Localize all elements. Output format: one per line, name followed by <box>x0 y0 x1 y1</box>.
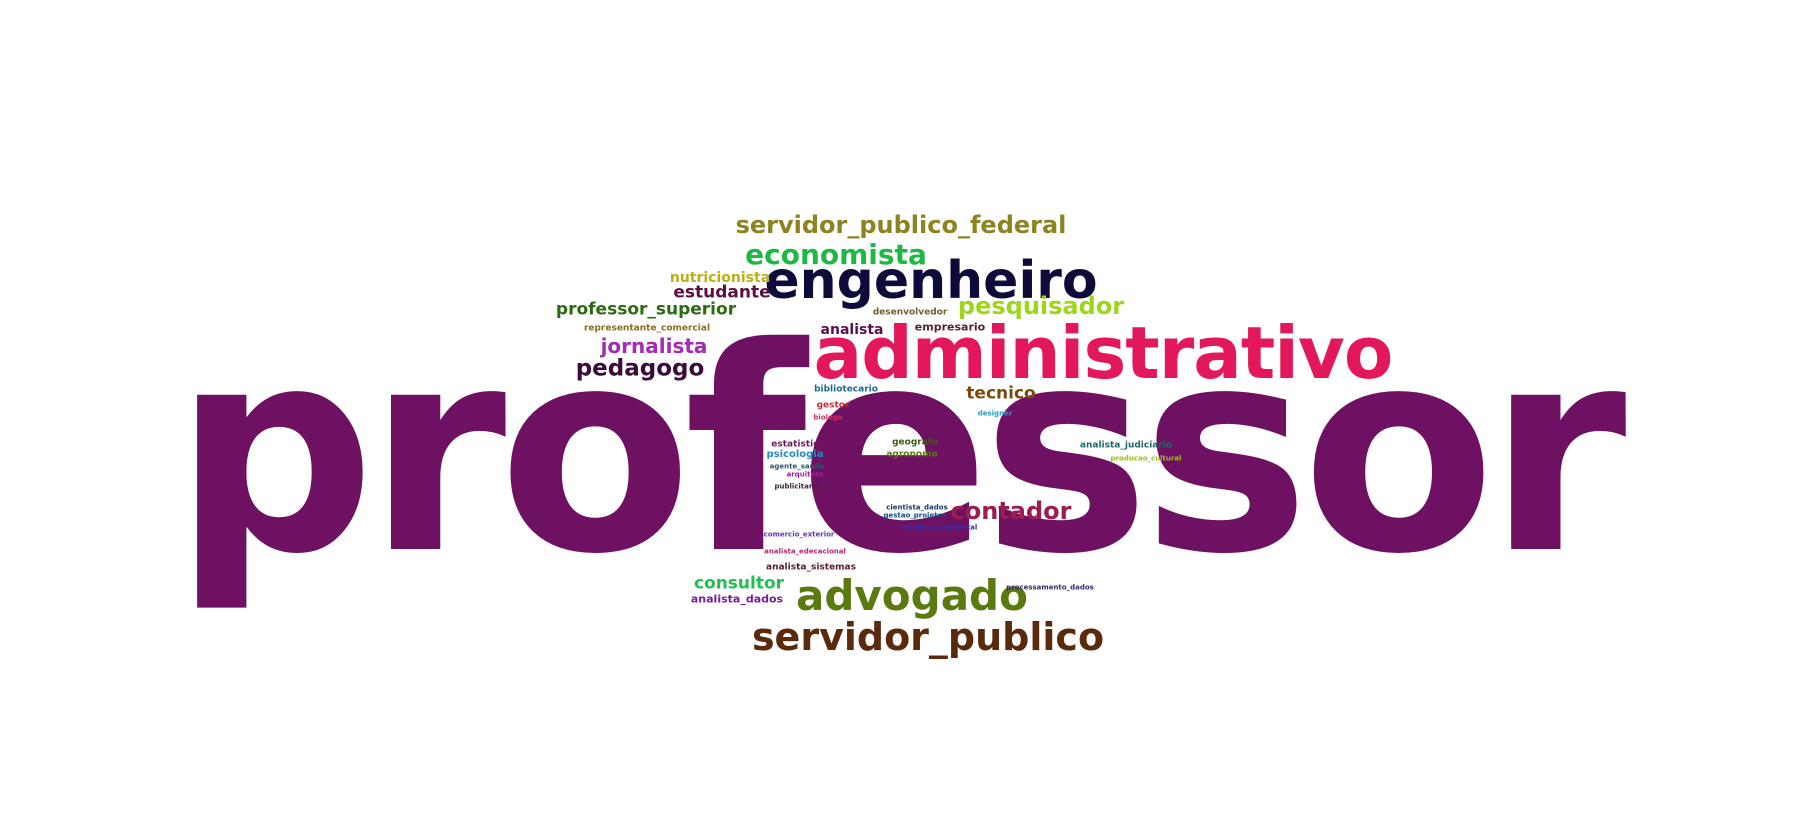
word-analista-dados: analista_dados <box>690 592 784 606</box>
word-analista: analista <box>820 322 884 338</box>
word-servidor-publico-federal: servidor_publico_federal <box>735 211 1067 239</box>
word-agente-saude: agente_saude <box>769 462 825 471</box>
word-pesquisador: pesquisador <box>957 292 1125 320</box>
word-professor: professor <box>173 287 1626 616</box>
word-designer: designer <box>977 409 1013 418</box>
word-gestor: gestor <box>816 400 850 411</box>
word-estatistico: estatistico <box>771 439 825 450</box>
word-servidor-publico: servidor_publico <box>751 615 1105 659</box>
word-engenheiro: engenheiro <box>764 251 1098 311</box>
word-gestao-projetos: gestao_projetos <box>883 511 947 520</box>
word-desenvolvedor: desenvolvedor <box>872 307 948 318</box>
word-empresario: empresario <box>914 320 986 334</box>
word-biologo: biologo <box>813 413 843 422</box>
word-advogado: advogado <box>796 571 1028 620</box>
word-publicitario: publicitario <box>774 482 820 491</box>
word-psicologia: psicologia <box>766 449 824 460</box>
word-geografo: geografo <box>892 437 938 448</box>
word-bibliotecario: bibliotecario <box>814 384 878 395</box>
word-processamento-dados: processamento_dados <box>1006 583 1094 592</box>
word-agronomo: agronomo <box>886 449 938 460</box>
word-jornalista: jornalista <box>600 334 708 358</box>
word-cientista-dados: cientista_dados <box>886 503 948 512</box>
word-professor-superior: professor_superior <box>555 299 737 320</box>
word-consultor: consultor <box>693 573 785 594</box>
word-representante-comercial: representante_comercial <box>583 323 711 334</box>
word-analista-judiciario: analista_judiciario <box>1079 440 1173 451</box>
word-economista: economista <box>745 238 927 271</box>
word-arquiteto: arquiteto <box>786 470 824 479</box>
word-analista-sistemas: analista_sistemas <box>766 562 856 573</box>
word-administrativo: administrativo <box>813 311 1394 395</box>
word-analista-ambiental: analista_ambiental <box>902 523 978 532</box>
word-pedagogo: pedagogo <box>575 355 705 382</box>
word-nutricionista: nutricionista <box>669 270 771 286</box>
word-contador: contador <box>950 497 1072 525</box>
word-estudante: estudante <box>673 282 771 303</box>
word-tecnico: tecnico <box>966 383 1036 404</box>
word-producao-cultural: producao_cultural <box>1110 454 1182 463</box>
word-comercio-exterior: comercio_exterior <box>763 530 835 539</box>
word-analista-edecacional: analista_edecacional <box>764 547 846 556</box>
